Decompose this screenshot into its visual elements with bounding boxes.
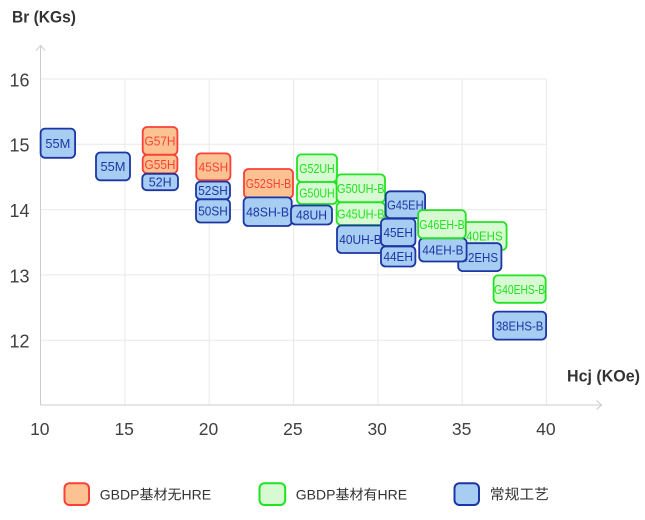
- svg-text:G50UH: G50UH: [299, 186, 335, 201]
- svg-text:40EHS: 40EHS: [466, 229, 503, 244]
- svg-text:16: 16: [9, 70, 29, 90]
- svg-text:52H: 52H: [149, 175, 172, 190]
- svg-text:30: 30: [367, 419, 387, 439]
- svg-text:40UH-B: 40UH-B: [339, 232, 382, 247]
- svg-text:13: 13: [9, 266, 29, 286]
- svg-text:10: 10: [30, 419, 50, 439]
- svg-text:G50UH-B: G50UH-B: [337, 181, 385, 196]
- svg-text:25: 25: [283, 419, 302, 439]
- svg-text:G45EH: G45EH: [387, 197, 424, 212]
- svg-text:G45UH-B: G45UH-B: [337, 206, 385, 221]
- svg-text:HRE: HRE: [378, 486, 408, 502]
- svg-text:G52SH-B: G52SH-B: [246, 176, 292, 191]
- svg-text:Hcj (KOe): Hcj (KOe): [567, 366, 640, 385]
- svg-text:44EH: 44EH: [383, 249, 413, 264]
- svg-text:40: 40: [536, 419, 556, 439]
- svg-text:G55H: G55H: [145, 157, 176, 172]
- svg-text:G40EHS-B: G40EHS-B: [494, 282, 545, 297]
- svg-text:35: 35: [452, 419, 471, 439]
- svg-text:55M: 55M: [101, 159, 126, 174]
- svg-text:GBDP: GBDP: [100, 486, 140, 502]
- svg-text:GBDP: GBDP: [296, 486, 336, 502]
- svg-text:15: 15: [114, 419, 133, 439]
- svg-text:15: 15: [9, 136, 29, 156]
- svg-text:G57H: G57H: [145, 134, 176, 149]
- svg-text:48SH-B: 48SH-B: [246, 204, 289, 219]
- svg-text:50SH: 50SH: [198, 204, 228, 219]
- svg-text:48UH: 48UH: [296, 208, 327, 223]
- svg-text:HRE: HRE: [182, 486, 212, 502]
- svg-text:45EH: 45EH: [383, 225, 413, 240]
- svg-text:38EHS-B: 38EHS-B: [496, 318, 544, 333]
- svg-text:G46EH-B: G46EH-B: [419, 217, 465, 232]
- svg-text:44EH-B: 44EH-B: [422, 243, 463, 258]
- svg-text:42EHS: 42EHS: [462, 250, 499, 265]
- svg-text:45SH: 45SH: [199, 160, 229, 175]
- svg-text:Br (KGs): Br (KGs): [12, 7, 76, 26]
- svg-text:12: 12: [9, 332, 29, 352]
- svg-text:20: 20: [199, 419, 219, 439]
- svg-text:14: 14: [9, 201, 29, 221]
- svg-text:52SH: 52SH: [198, 183, 228, 198]
- svg-text:G52UH: G52UH: [299, 161, 335, 176]
- svg-text:55M: 55M: [45, 136, 70, 151]
